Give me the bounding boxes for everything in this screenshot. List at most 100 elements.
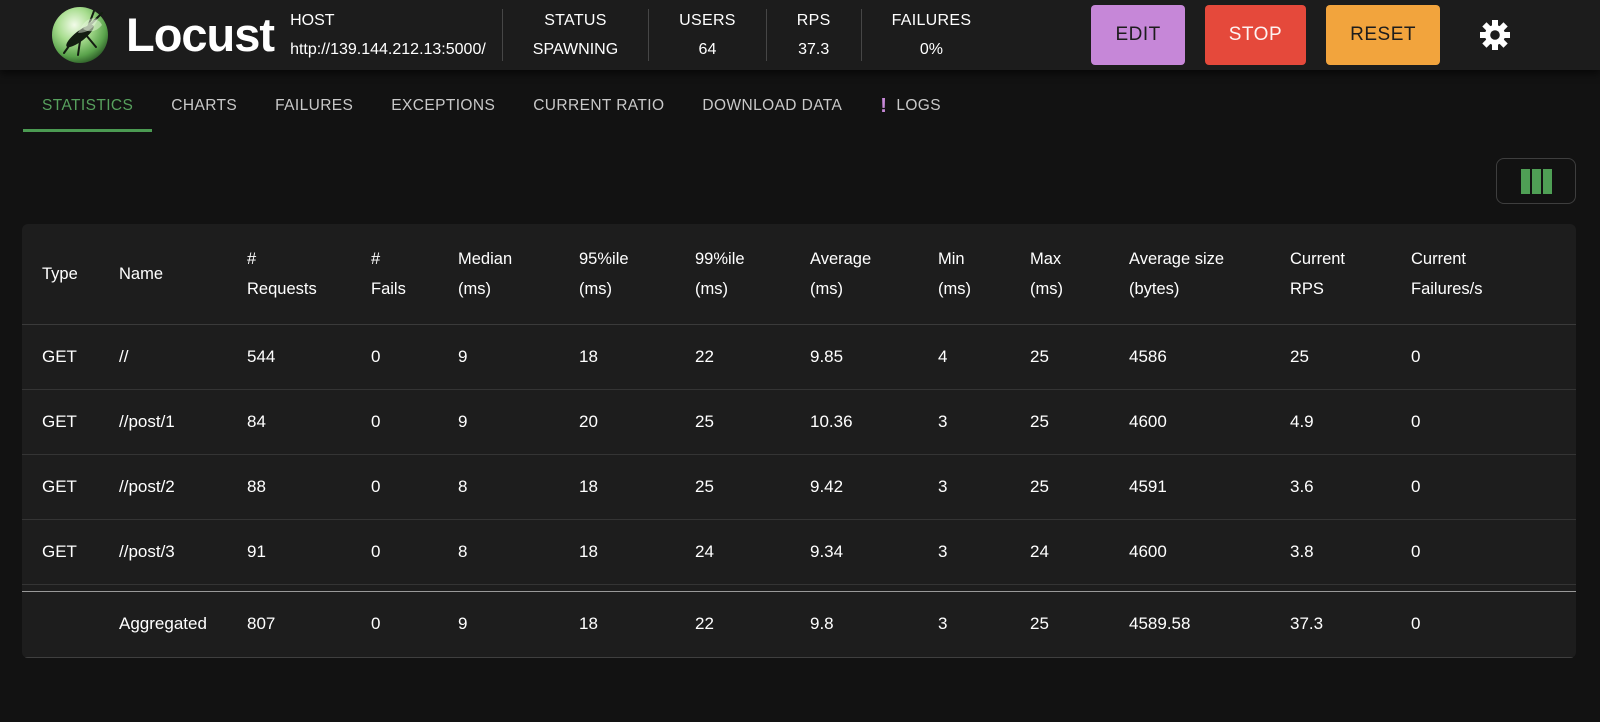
reset-button[interactable]: RESET xyxy=(1326,5,1440,65)
col-header-99ile[interactable]: 99%ile (ms) xyxy=(675,224,790,325)
cell-current-rps: 3.6 xyxy=(1270,454,1391,520)
tab-label: EXCEPTIONS xyxy=(391,96,496,114)
stop-button[interactable]: STOP xyxy=(1204,5,1307,65)
cell-max: 25 xyxy=(1010,590,1109,658)
col-header-type[interactable]: Type xyxy=(22,224,99,325)
divider xyxy=(765,9,767,61)
cell-max: 25 xyxy=(1010,454,1109,520)
tab-failures[interactable]: FAILURES xyxy=(256,82,372,132)
cell-name: // xyxy=(99,324,227,390)
cell-current-rps: 25 xyxy=(1270,324,1391,390)
aggregated-row: Aggregated 807 0 9 18 22 9.8 3 25 4589.5… xyxy=(22,590,1576,658)
divider xyxy=(860,9,862,61)
cell-fails: 0 xyxy=(351,324,438,390)
tab-bar: STATISTICS CHARTS FAILURES EXCEPTIONS CU… xyxy=(0,82,1600,132)
column-selector-button[interactable] xyxy=(1496,158,1576,204)
tab-exceptions[interactable]: EXCEPTIONS xyxy=(372,82,514,132)
tab-label: DOWNLOAD DATA xyxy=(702,96,843,114)
col-header-max[interactable]: Max (ms) xyxy=(1010,224,1109,325)
col-header-95ile[interactable]: 95%ile (ms) xyxy=(559,224,675,325)
tab-download-data[interactable]: DOWNLOAD DATA xyxy=(683,82,861,132)
cell-current-rps: 37.3 xyxy=(1270,590,1391,658)
col-header-fails[interactable]: # Fails xyxy=(351,224,438,325)
cell-current-failures: 0 xyxy=(1391,324,1576,390)
cell-average: 9.42 xyxy=(790,454,918,520)
locust-logo-icon xyxy=(50,5,110,65)
cell-average: 10.36 xyxy=(790,389,918,455)
cell-95ile: 18 xyxy=(559,454,675,520)
app-title: Locust xyxy=(126,8,275,61)
app-bar: Locust HOST http://139.144.212.13:5000/ … xyxy=(0,0,1600,70)
cell-min: 3 xyxy=(918,519,1010,585)
cell-max: 25 xyxy=(1010,389,1109,455)
cell-95ile: 18 xyxy=(559,324,675,390)
tab-label: FAILURES xyxy=(275,96,354,114)
cell-average-size: 4586 xyxy=(1109,324,1270,390)
col-header-requests[interactable]: # Requests xyxy=(227,224,351,325)
cell-min: 3 xyxy=(918,590,1010,658)
edit-button[interactable]: EDIT xyxy=(1091,5,1185,65)
logs-alert-icon: ! xyxy=(880,94,888,117)
host-label: HOST xyxy=(290,12,335,29)
cell-fails: 0 xyxy=(351,590,438,658)
table-header-row: Type Name # Requests # Fails Median (ms) 95… xyxy=(22,224,1576,325)
cell-name: //post/1 xyxy=(99,389,227,455)
cell-fails: 0 xyxy=(351,454,438,520)
gear-icon xyxy=(1478,20,1512,55)
tab-label: LOGS xyxy=(896,96,941,114)
cell-requests: 91 xyxy=(227,519,351,585)
cell-min: 4 xyxy=(918,324,1010,390)
cell-current-failures: 0 xyxy=(1391,454,1576,520)
cell-requests: 88 xyxy=(227,454,351,520)
cell-99ile: 22 xyxy=(675,590,790,658)
table-row: GET //post/2 88 0 8 18 25 9.42 3 25 4591… xyxy=(22,454,1576,520)
col-header-name[interactable]: Name xyxy=(99,224,227,325)
col-header-current-failures[interactable]: Current Failures/s xyxy=(1391,224,1576,325)
tab-current-ratio[interactable]: CURRENT RATIO xyxy=(514,82,683,132)
cell-type: GET xyxy=(22,324,99,390)
failures-block: FAILURES 0% xyxy=(878,6,986,64)
col-header-average-size[interactable]: Average size (bytes) xyxy=(1109,224,1270,325)
cell-type: GET xyxy=(22,454,99,520)
col-header-median[interactable]: Median (ms) xyxy=(438,224,559,325)
cell-name: //post/2 xyxy=(99,454,227,520)
rps-block: RPS 37.3 xyxy=(783,6,845,64)
col-header-min[interactable]: Min (ms) xyxy=(918,224,1010,325)
cell-type: GET xyxy=(22,519,99,585)
failures-label: FAILURES xyxy=(891,12,972,29)
cell-max: 24 xyxy=(1010,519,1109,585)
statistics-table-card: Type Name # Requests # Fails Median (ms) 95… xyxy=(22,224,1576,658)
host-url: http://139.144.212.13:5000/ xyxy=(290,41,486,58)
cell-current-rps: 4.9 xyxy=(1270,389,1391,455)
rps-label: RPS xyxy=(796,12,831,29)
divider xyxy=(501,9,503,61)
cell-average: 9.34 xyxy=(790,519,918,585)
statistics-table: Type Name # Requests # Fails Median (ms) 95… xyxy=(22,224,1576,658)
tab-logs[interactable]: ! LOGS xyxy=(861,82,960,132)
cell-average-size: 4600 xyxy=(1109,389,1270,455)
cell-median: 9 xyxy=(438,389,559,455)
cell-current-failures: 0 xyxy=(1391,590,1576,658)
table-spacer-row xyxy=(22,584,1576,591)
tab-label: CHARTS xyxy=(171,96,238,114)
col-header-current-rps[interactable]: Current RPS xyxy=(1270,224,1391,325)
cell-median: 9 xyxy=(438,590,559,658)
cell-max: 25 xyxy=(1010,324,1109,390)
cell-type xyxy=(22,590,99,658)
table-toolbar xyxy=(22,158,1576,204)
rps-value: 37.3 xyxy=(798,41,830,58)
columns-icon xyxy=(1520,168,1552,194)
cell-95ile: 20 xyxy=(559,389,675,455)
col-header-average[interactable]: Average (ms) xyxy=(790,224,918,325)
users-label: USERS xyxy=(679,12,736,29)
status-value: SPAWNING xyxy=(532,41,619,58)
cell-type: GET xyxy=(22,389,99,455)
cell-min: 3 xyxy=(918,389,1010,455)
cell-requests: 807 xyxy=(227,590,351,658)
tab-statistics[interactable]: STATISTICS xyxy=(23,82,153,132)
settings-button[interactable] xyxy=(1478,18,1512,52)
cell-99ile: 25 xyxy=(675,454,790,520)
cell-fails: 0 xyxy=(351,389,438,455)
tab-charts[interactable]: CHARTS xyxy=(152,82,256,132)
cell-average-size: 4600 xyxy=(1109,519,1270,585)
